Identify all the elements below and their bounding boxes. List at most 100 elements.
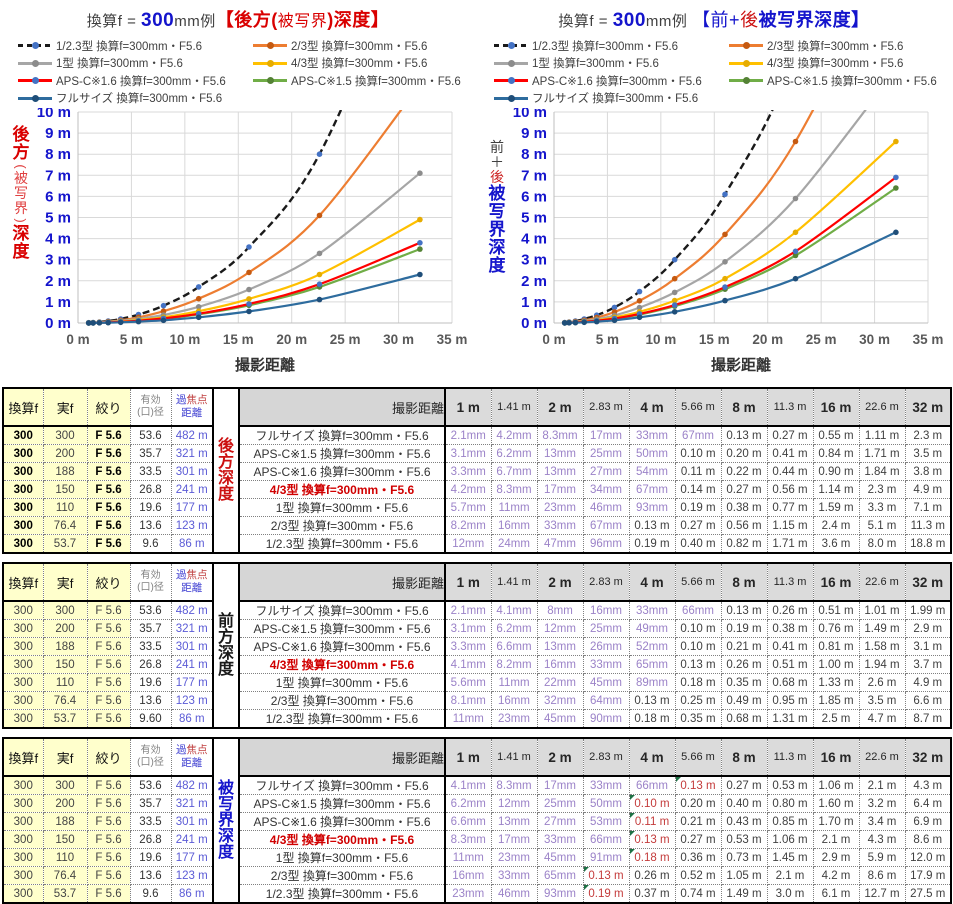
value-cell: 23mm (490, 848, 538, 867)
value-cell: 65mm (628, 655, 676, 674)
row-label: 1型 換算f=300mm・F5.6 (238, 673, 446, 692)
value-cell: 1.06 m (812, 775, 860, 795)
section-label-char: 写 (217, 795, 234, 813)
page: { "chart_data": [ { "type": "line", "tit… (2, 10, 952, 904)
value-cell: 0.52 m (674, 866, 722, 885)
legend-marker-icon (32, 94, 39, 102)
jitsu-f-cell: 53.7 (42, 534, 88, 554)
legend-label: APS-C※1.5 換算f=300mm・F5.6 (767, 75, 937, 88)
value-cell: 0.27 m (674, 516, 722, 535)
diameter-cell: 33.5 (129, 462, 172, 481)
data-point-series-1 (722, 231, 728, 238)
value-cell: 6.4 m (904, 794, 952, 813)
data-point-series-6 (160, 317, 167, 324)
value-cell: 2.3 m (858, 480, 906, 499)
legend-label: フルサイズ 換算f=300mm・F5.6 (56, 93, 223, 105)
hyperfocal-cell: 321 m (170, 444, 214, 463)
legend-item: APS-C※1.5 換算f=300mm・F5.6 (253, 72, 461, 89)
row-label: APS-C※1.6 換算f=300mm・F5.6 (238, 462, 446, 481)
legend-line-icon (494, 93, 528, 104)
value-cell: 0.80 m (766, 794, 814, 813)
table-row: 300 188 F 5.6 33.5 301 m APS-C※1.6 換算f=300mm・… (2, 462, 952, 481)
value-cell: 12.7 m (858, 884, 906, 904)
legend-marker-icon (508, 94, 515, 102)
chart-title-part: mm例 (645, 13, 693, 30)
distance-header: 4 m (628, 387, 676, 427)
distance-header: 16 m (812, 562, 860, 602)
x-axis-tick-label: 0 m (542, 332, 565, 347)
hyperfocal-cell: 482 m (170, 425, 214, 445)
y-axis-tick-label: 9 m (521, 125, 547, 142)
y-axis-tick-label: 2 m (521, 273, 547, 290)
legend-label: 1/2.3型 換算f=300mm・F5.6 (56, 40, 203, 53)
data-point-series-3 (417, 216, 423, 223)
value-cell: 0.36 m (674, 848, 722, 867)
value-cell: 49mm (628, 619, 676, 638)
y-axis-title-char: 深 (12, 224, 30, 243)
data-point-series-2 (316, 250, 323, 257)
aperture-cell: F 5.6 (86, 480, 131, 499)
value-cell: 3.0 m (766, 884, 814, 904)
data-point-series-3 (792, 229, 799, 236)
value-cell: 11mm (490, 673, 538, 692)
value-cell: 3.5 m (904, 444, 952, 463)
value-cell: 0.26 m (720, 655, 768, 674)
value-cell: 16mm (582, 600, 630, 620)
value-cell: 33mm (582, 775, 630, 795)
hyperfocal-cell: 177 m (170, 498, 214, 517)
y-axis-title-char: 界 (14, 200, 28, 216)
value-cell: 3.3 m (858, 498, 906, 517)
value-cell: 13mm (536, 462, 584, 481)
table-row: 300 188 F 5.6 33.5 301 m APS-C※1.6 換算f=300mm・… (2, 812, 952, 831)
jitsu-f-cell: 188 (42, 462, 88, 481)
table-row: 300 200 F 5.6 35.7 321 m APS-C※1.5 換算f=300mm・… (2, 444, 952, 463)
data-point-series-6 (246, 308, 252, 315)
section-label-char: 方 (217, 453, 234, 471)
header-cell-aperture-diameter: 有効 (口)径 (129, 387, 172, 427)
distance-header: 2 m (536, 737, 584, 777)
aperture-cell: F 5.6 (86, 830, 131, 849)
value-cell: 6.2mm (490, 444, 538, 463)
jitsu-f-cell: 200 (42, 619, 88, 638)
hyperfocal-cell: 301 m (170, 462, 214, 481)
data-point-series-2 (636, 304, 643, 311)
value-cell: 5.1 m (858, 516, 906, 535)
kansan-f-cell: 300 (2, 709, 44, 729)
distance-header: 1 m (444, 737, 492, 777)
y-axis-tick-label: 5 m (521, 210, 547, 227)
table-row: 300 110 F 5.6 19.6 177 m 1型 換算f=300mm・F5.6 5.7… (2, 498, 952, 517)
distance-header: 1.41 m (490, 737, 538, 777)
hyperfocal-cell: 321 m (170, 619, 214, 638)
value-cell: 25mm (582, 619, 630, 638)
value-cell: 3.1mm (444, 619, 492, 638)
y-axis-tick-label: 3 m (521, 252, 547, 269)
aperture-cell: F 5.6 (86, 884, 131, 904)
value-cell: 67mm (582, 516, 630, 535)
chart-legend: 1/2.3型 換算f=300mm・F5.6 1型 換算f=300mm・F5.6 AP… (476, 37, 952, 107)
x-axis-tick-label: 10 m (169, 332, 200, 347)
y-axis-title-char: 度 (488, 256, 506, 275)
y-axis-title-char: 度 (12, 242, 30, 261)
header-cell: 絞り (86, 387, 131, 427)
distance-header: 32 m (904, 737, 952, 777)
hyperfocal-cell: 177 m (170, 848, 214, 867)
aperture-cell: F 5.6 (86, 794, 131, 813)
value-cell: 0.18 m (674, 673, 722, 692)
hyperfocal-cell: 482 m (170, 600, 214, 620)
legend-marker-icon (32, 42, 39, 49)
value-cell: 0.20 m (674, 794, 722, 813)
value-cell: 23mm (444, 884, 492, 904)
row-label: 2/3型 換算f=300mm・F5.6 (238, 866, 446, 885)
legend-marker-icon (267, 59, 274, 67)
y-axis-title-char: 前 (490, 139, 504, 155)
value-cell: 0.10 m (674, 444, 722, 463)
value-cell: 22mm (536, 673, 584, 692)
distance-header: 5.66 m (674, 737, 722, 777)
row-label: フルサイズ 換算f=300mm・F5.6 (238, 600, 446, 620)
value-cell: 1.11 m (858, 425, 906, 445)
table-row: 300 110 F 5.6 19.6 177 m 1型 換算f=300mm・F5.6 5.6… (2, 673, 952, 692)
data-point-series-2 (792, 195, 799, 202)
value-cell: 50mm (582, 794, 630, 813)
value-cell: 0.73 m (720, 848, 768, 867)
value-cell: 1.60 m (812, 794, 860, 813)
